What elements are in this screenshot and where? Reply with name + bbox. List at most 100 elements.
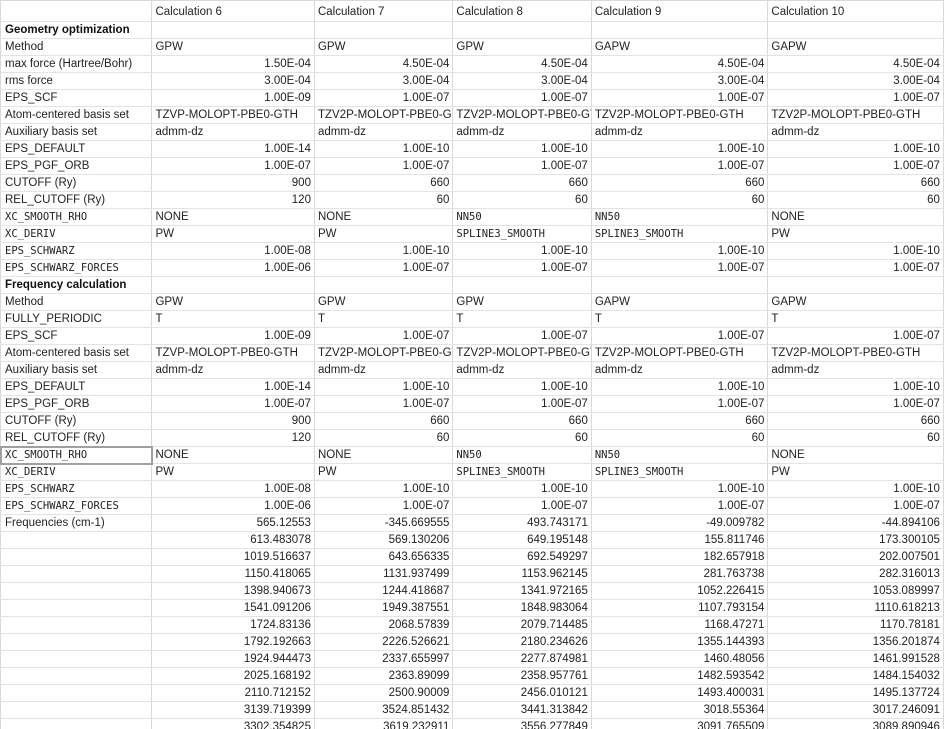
cell[interactable]: TZV2P-MOLOPT-PBE0-GTH: [313, 106, 454, 124]
cell[interactable]: 173.300105: [767, 531, 944, 549]
column-header-cell[interactable]: Calculation 6: [151, 0, 315, 22]
cell[interactable]: NONE: [313, 208, 454, 226]
cell[interactable]: GAPW: [767, 38, 944, 56]
cell[interactable]: admm-dz: [151, 361, 315, 379]
cell[interactable]: 202.007501: [767, 548, 944, 566]
row-label-cell[interactable]: EPS_DEFAULT: [0, 378, 153, 396]
cell[interactable]: 1.00E-07: [590, 157, 769, 175]
cell[interactable]: admm-dz: [590, 123, 769, 141]
cell[interactable]: 1.00E-07: [313, 327, 454, 345]
cell[interactable]: admm-dz: [313, 123, 454, 141]
cell[interactable]: 1398.940673: [151, 582, 315, 600]
row-label-cell[interactable]: [0, 548, 153, 566]
cell[interactable]: TZV2P-MOLOPT-PBE0-GTH: [452, 106, 592, 124]
cell[interactable]: 1.00E-07: [767, 497, 944, 515]
cell[interactable]: 660: [452, 174, 592, 192]
cell[interactable]: admm-dz: [452, 361, 592, 379]
cell[interactable]: 1.00E-07: [767, 157, 944, 175]
cell[interactable]: 660: [767, 412, 944, 430]
cell[interactable]: 2180.234626: [452, 633, 592, 651]
cell[interactable]: 2337.655997: [313, 650, 454, 668]
cell[interactable]: 900: [151, 174, 315, 192]
cell[interactable]: 1168.47271: [590, 616, 769, 634]
cell[interactable]: NONE: [151, 208, 315, 226]
cell[interactable]: 2363.89099: [313, 667, 454, 685]
row-label-cell[interactable]: Frequencies (cm-1): [0, 514, 153, 532]
cell[interactable]: 1.00E-10: [767, 378, 944, 396]
row-label-cell[interactable]: EPS_SCHWARZ_FORCES: [0, 497, 153, 515]
cell[interactable]: 692.549297: [452, 548, 592, 566]
row-label-cell[interactable]: [0, 684, 153, 702]
cell[interactable]: 1.00E-10: [452, 480, 592, 498]
cell[interactable]: 1.00E-07: [590, 327, 769, 345]
cell[interactable]: 1.00E-06: [151, 497, 315, 515]
cell[interactable]: 182.657918: [590, 548, 769, 566]
cell[interactable]: 120: [151, 191, 315, 209]
cell[interactable]: PW: [151, 463, 315, 481]
cell[interactable]: 1.00E-10: [452, 242, 592, 260]
cell[interactable]: TZVP-MOLOPT-PBE0-GTH: [151, 106, 315, 124]
cell[interactable]: [590, 21, 769, 39]
cell[interactable]: 2110.712152: [151, 684, 315, 702]
row-label-cell[interactable]: XC_DERIV: [0, 463, 153, 481]
cell[interactable]: 660: [313, 174, 454, 192]
row-label-cell[interactable]: EPS_PGF_ORB: [0, 157, 153, 175]
row-label-cell[interactable]: [0, 599, 153, 617]
cell[interactable]: 565.12553: [151, 514, 315, 532]
row-label-cell[interactable]: EPS_SCHWARZ_FORCES: [0, 259, 153, 277]
cell[interactable]: 1.00E-10: [313, 480, 454, 498]
cell[interactable]: 3089.890946: [767, 718, 944, 729]
cell[interactable]: GAPW: [767, 293, 944, 311]
row-label-cell[interactable]: REL_CUTOFF (Ry): [0, 429, 153, 447]
cell[interactable]: NN50: [452, 446, 592, 464]
cell[interactable]: 3.00E-04: [590, 72, 769, 90]
cell[interactable]: NN50: [590, 208, 769, 226]
row-label-cell[interactable]: [0, 633, 153, 651]
cell[interactable]: 1541.091206: [151, 599, 315, 617]
row-label-cell[interactable]: Method: [0, 293, 153, 311]
cell[interactable]: 1.00E-09: [151, 89, 315, 107]
cell[interactable]: TZV2P-MOLOPT-PBE0-GTH: [313, 344, 454, 362]
cell[interactable]: 1.00E-08: [151, 242, 315, 260]
cell[interactable]: 1.00E-10: [767, 480, 944, 498]
cell[interactable]: NN50: [452, 208, 592, 226]
cell[interactable]: 1244.418687: [313, 582, 454, 600]
cell[interactable]: 1.00E-07: [767, 395, 944, 413]
cell[interactable]: 60: [767, 191, 944, 209]
cell[interactable]: GPW: [313, 293, 454, 311]
cell[interactable]: 1019.516637: [151, 548, 315, 566]
cell[interactable]: 155.811746: [590, 531, 769, 549]
cell[interactable]: 1792.192663: [151, 633, 315, 651]
cell[interactable]: 1.00E-07: [452, 157, 592, 175]
cell[interactable]: [452, 276, 592, 294]
cell[interactable]: 3.00E-04: [452, 72, 592, 90]
cell[interactable]: 1.00E-07: [452, 497, 592, 515]
row-label-cell[interactable]: XC_SMOOTH_RHO: [0, 208, 153, 226]
cell[interactable]: 1461.991528: [767, 650, 944, 668]
column-header-cell[interactable]: Calculation 8: [452, 0, 592, 22]
cell[interactable]: 1.00E-10: [452, 378, 592, 396]
cell[interactable]: 2358.957761: [452, 667, 592, 685]
row-label-cell[interactable]: Auxiliary basis set: [0, 361, 153, 379]
cell[interactable]: TZV2P-MOLOPT-PBE0-GTH: [452, 344, 592, 362]
cell[interactable]: admm-dz: [151, 123, 315, 141]
cell[interactable]: 3.00E-04: [151, 72, 315, 90]
cell[interactable]: 4.50E-04: [313, 55, 454, 73]
cell[interactable]: 60: [452, 429, 592, 447]
cell[interactable]: 1.00E-10: [590, 480, 769, 498]
cell[interactable]: 1.00E-07: [590, 497, 769, 515]
cell[interactable]: 1.00E-08: [151, 480, 315, 498]
row-label-cell[interactable]: EPS_SCHWARZ: [0, 480, 153, 498]
cell[interactable]: 1131.937499: [313, 565, 454, 583]
cell[interactable]: SPLINE3_SMOOTH: [590, 463, 769, 481]
cell[interactable]: 3018.55364: [590, 701, 769, 719]
corner-header-cell[interactable]: [0, 0, 153, 22]
cell[interactable]: 60: [590, 429, 769, 447]
cell[interactable]: 1.00E-07: [452, 89, 592, 107]
cell[interactable]: 1.00E-07: [452, 395, 592, 413]
cell[interactable]: 493.743171: [452, 514, 592, 532]
cell[interactable]: 3.00E-04: [767, 72, 944, 90]
cell[interactable]: 1.00E-10: [590, 242, 769, 260]
cell[interactable]: NONE: [767, 446, 944, 464]
cell[interactable]: 1.00E-07: [313, 89, 454, 107]
